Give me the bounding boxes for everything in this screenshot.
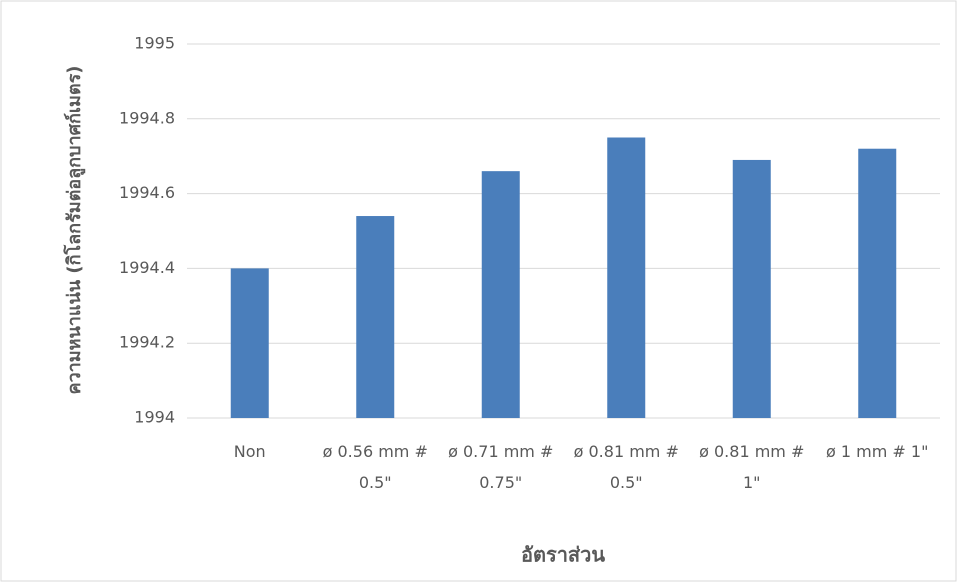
bar	[607, 137, 646, 418]
x-tick-label: ø 1 mm # 1"	[826, 442, 929, 461]
bar	[481, 171, 520, 418]
y-tick-label: 1995	[134, 34, 175, 53]
y-tick-label: 1994.2	[119, 333, 175, 352]
y-tick-label: 1994	[134, 408, 175, 427]
bar	[356, 216, 395, 418]
bar	[230, 268, 269, 418]
x-tick-label: ø 0.81 mm # 0.5"	[573, 442, 679, 492]
bar	[732, 159, 771, 418]
x-tick-label: ø 0.81 mm # 1"	[699, 442, 805, 492]
x-tick-label: ø 0.56 mm # 0.5"	[322, 442, 428, 492]
x-tick-label: Non	[233, 442, 266, 461]
y-tick-label: 1994.6	[119, 183, 175, 202]
x-axis-title: อัตราส่วน	[521, 543, 605, 567]
x-tick-label: ø 0.71 mm # 0.75"	[448, 442, 554, 492]
y-tick-label: 1994.8	[119, 108, 175, 127]
y-tick-label: 1994.4	[119, 258, 175, 277]
y-axis-title: ความหนาแน่น (กิโลกรัมต่อลูกบาศก์เมตร)	[63, 65, 86, 394]
bar	[858, 148, 897, 418]
